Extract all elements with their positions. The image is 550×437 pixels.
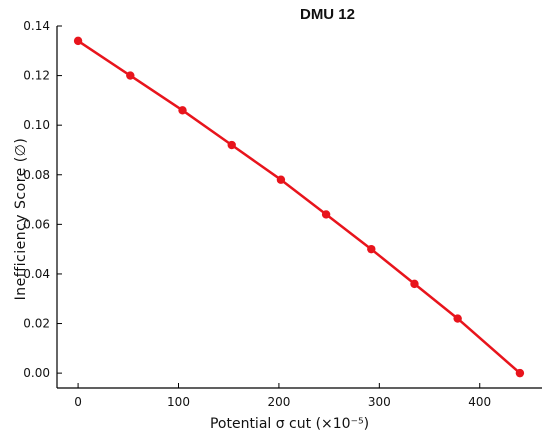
x-tick-label: 300 — [368, 395, 391, 409]
x-tick-label: 100 — [167, 395, 190, 409]
data-point — [178, 106, 187, 115]
x-axis-ticks: 0 100 200 300 400 — [74, 383, 491, 409]
data-point — [126, 71, 135, 80]
series-line — [77, 39, 521, 375]
chart-title: DMU 12 — [300, 6, 355, 23]
data-point — [276, 175, 286, 184]
y-tick-label: 0.10 — [23, 118, 50, 132]
y-tick-label: 0.02 — [23, 317, 50, 331]
data-point — [227, 140, 236, 150]
data-point — [321, 210, 331, 219]
data-point — [367, 244, 376, 254]
x-tick-label: 0 — [74, 395, 82, 409]
y-tick-label: 0.06 — [23, 217, 50, 231]
data-point — [515, 368, 525, 378]
y-tick-label: 0.08 — [23, 168, 50, 182]
x-axis-label: Potential σ cut (×10⁻⁵) — [210, 416, 369, 432]
x-tick-label: 200 — [267, 395, 290, 409]
series-group — [73, 36, 525, 378]
x-tick-label: 400 — [468, 395, 491, 409]
y-axis-ticks: 0.00 0.02 0.04 0.06 0.08 0.10 0.12 0.14 — [23, 19, 62, 380]
y-tick-label: 0.00 — [23, 366, 50, 380]
y-tick-label: 0.12 — [23, 69, 50, 83]
y-tick-label: 0.04 — [23, 267, 50, 281]
data-point — [453, 314, 462, 323]
y-tick-label: 0.14 — [23, 19, 50, 33]
data-point — [73, 36, 83, 46]
data-point — [410, 279, 419, 289]
axes — [56, 26, 542, 389]
y-axis-label: Inefficiency Score (∅) — [13, 138, 29, 301]
